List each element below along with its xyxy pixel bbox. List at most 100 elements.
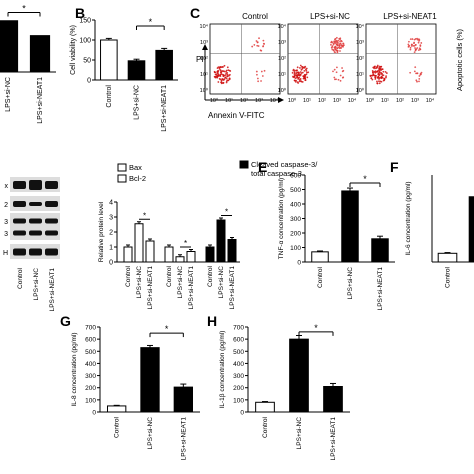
flow-event [214,73,217,76]
x-tick-label: Control [207,265,214,287]
western-blot-panel: x 2 3 3 H Control LPS+si-NC LPS+si-NEAT1 [3,177,60,311]
y-tick-label: 100 [85,397,96,404]
flow-event [302,66,305,69]
flow-event [336,66,338,69]
flow-event [338,43,341,46]
flow-event [221,79,223,81]
flow-event [298,76,301,79]
blot-band [29,248,42,256]
flow-event [337,78,340,81]
flow-event [293,76,296,79]
bar-1 [140,347,160,413]
x-tick-label: LPS+si-NC [147,417,154,450]
flow-event [301,65,303,68]
y-tick-label: 400 [290,202,301,209]
chart-h-il1b: 0 100 200 300 400 500 600 700 IL-1β concentratio… [219,323,350,461]
flow-event [332,70,334,73]
flow-event [378,67,381,69]
flow-event [409,38,412,41]
flow-event [409,71,412,74]
flow-event [417,49,420,52]
flow-x-tick: 10² [396,98,404,104]
flow-event [295,69,298,72]
flow-event [407,45,410,48]
blot-band [29,218,42,224]
flow-event [381,74,384,77]
blot-band [45,248,58,256]
flow-event [219,71,222,74]
bar-2-1 [216,219,226,263]
panel-label-b: B [75,5,85,21]
flow-event [216,70,219,72]
flow-event [296,81,299,84]
flow-event [343,44,345,47]
significance-star: * [165,324,169,334]
blot-band [29,230,42,236]
flow-event [414,38,417,40]
flow-event [373,67,376,70]
flow-event [410,45,413,47]
panel-label-f: F [390,159,399,175]
significance-star: * [22,3,26,13]
flow-y-tick: 10⁰ [200,87,209,94]
x-tick-label: LPS+si-NC [134,85,141,120]
flow-event [335,71,338,74]
flow-event [341,67,343,69]
flow-event [382,70,385,73]
flow-event [378,72,380,74]
flow-event [251,45,254,48]
bar-0-1 [134,223,144,263]
bar-2-2 [227,239,237,263]
flow-event [378,78,380,80]
significance-star: * [363,174,367,184]
flow-y-tick: 10³ [356,40,364,46]
flow-event [338,45,341,48]
flow-event [413,51,416,54]
y-tick-label: 600 [290,173,301,180]
flow-event [223,74,226,77]
flow-event [221,73,224,76]
flow-event [374,76,377,79]
flow-x-axis-label: Annexin V-FITC [208,111,265,120]
significance-star: * [143,211,146,220]
flow-event [225,81,228,84]
flow-event [297,73,299,76]
flow-event [335,36,338,39]
x-tick-label: LPS+si-NC [296,417,303,450]
flow-event [226,72,229,74]
flow-event [293,75,296,77]
blot-band [45,201,58,207]
y-axis-label: IL-1β concentration (pg/ml) [219,331,226,409]
flow-event [299,80,302,82]
flow-event [375,71,378,73]
flow-event [420,73,422,76]
flow-y-axis-label: PI [196,55,204,64]
y-tick-label: 0 [240,410,244,417]
y-axis-label: Cell viability (%) [70,25,77,75]
flow-event [219,75,222,78]
flow-event [296,76,298,79]
chart-d-protein-level: 0 1 2 3 4 Relative protein level Control LPS+si… [98,160,318,309]
blot-band [13,181,26,189]
flow-y-tick: 10⁴ [200,23,209,30]
flow-event [419,44,422,47]
flow-event [342,76,345,79]
bar-1 [341,190,359,263]
flow-event [228,77,231,80]
bar-1 [289,338,309,413]
y-tick-label: 300 [85,373,96,380]
flow-event [220,82,223,85]
flow-event [293,73,296,76]
legend-label-1: Bcl-2 [129,174,146,183]
bar-1-2 [186,251,196,263]
flow-event [333,68,336,71]
flow-event [342,45,344,48]
flow-plot-2 [365,23,437,95]
flow-y-tick: 10² [200,56,208,62]
flow-y-tick: 10² [356,56,364,62]
x-tick-label: LPS+si-NEAT1 [330,417,337,461]
x-tick-label: Control [114,416,121,438]
flow-event [376,82,379,85]
flow-event [294,77,297,80]
